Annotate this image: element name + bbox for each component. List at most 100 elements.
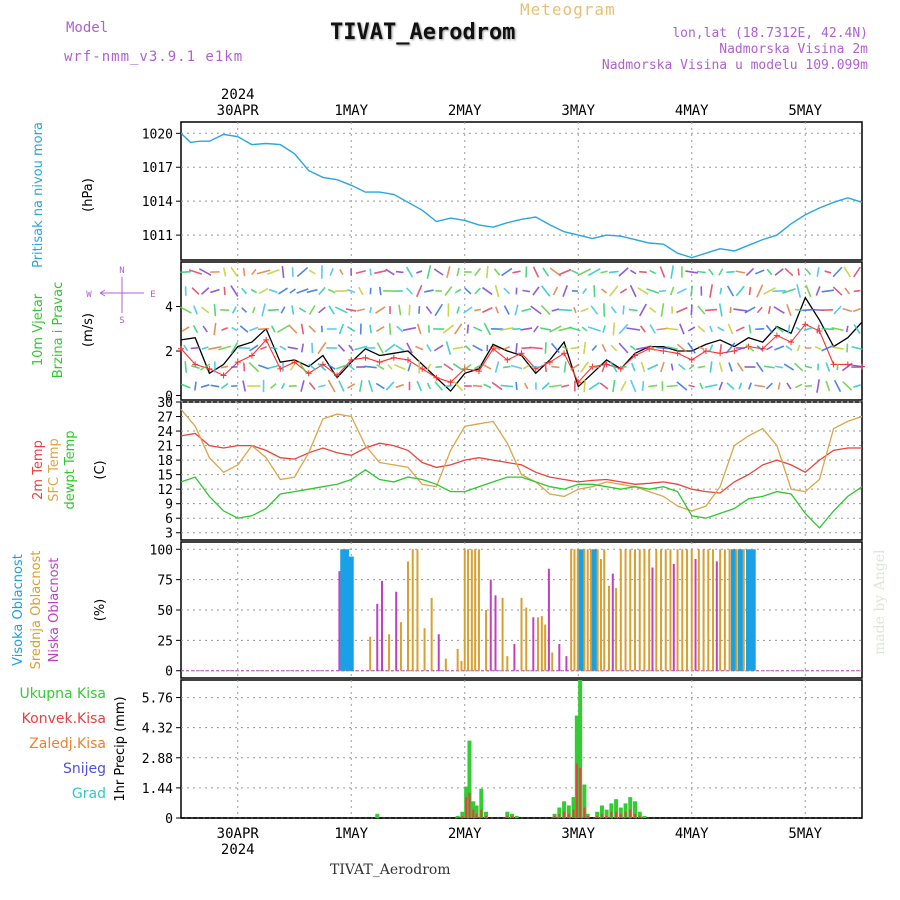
wind-direction-arrow	[199, 363, 211, 371]
wind-direction-arrow	[853, 324, 861, 334]
precip-bar-convective	[468, 792, 471, 818]
y-tick-label: 0	[165, 812, 173, 827]
wind-direction-arrow	[220, 382, 229, 390]
y-tick-label: 1020	[142, 127, 173, 142]
cloud-bar-high	[737, 549, 743, 671]
wind-direction-arrow	[639, 270, 647, 274]
wind-direction-arrow	[649, 269, 657, 275]
wind-direction-arrow	[494, 284, 500, 298]
wind-direction-arrow	[369, 306, 372, 314]
precip-bar-convective	[596, 815, 599, 818]
wind-direction-arrow	[843, 266, 852, 278]
wind-direction-arrow	[690, 285, 693, 297]
precip-bar-total	[609, 803, 614, 818]
wind-direction-arrow	[591, 344, 598, 352]
wind-direction-arrow	[649, 306, 657, 314]
wind-direction-arrow	[756, 284, 764, 298]
wind-direction-arrow	[842, 381, 853, 391]
wind-direction-arrow	[512, 327, 521, 331]
wind-direction-arrow	[551, 365, 560, 369]
wind-direction-arrow	[754, 384, 766, 388]
wind-direction-arrow	[327, 288, 336, 294]
precip-bar-total	[514, 815, 519, 818]
wind-direction-arrow	[649, 344, 656, 352]
wind-direction-arrow	[308, 363, 317, 371]
wind-direction-arrow	[347, 363, 355, 371]
wind-gust-marker	[405, 356, 411, 363]
top-axis-label: 5MAY	[788, 103, 822, 119]
precip-bar-convective	[583, 807, 586, 818]
wind-direction-arrow	[529, 346, 543, 350]
wind-direction-arrow	[317, 341, 327, 355]
wind-direction-arrow	[180, 270, 192, 274]
precip-bar-total	[582, 784, 587, 818]
temp-ylabel-1: SFC Temp	[47, 438, 62, 502]
wind-direction-arrow	[374, 269, 387, 275]
wind-direction-arrow	[697, 325, 706, 333]
wind-direction-arrow	[533, 325, 539, 333]
wind-gust-marker	[447, 379, 454, 386]
wind-gust-marker	[178, 345, 184, 352]
wind-direction-arrow	[384, 343, 396, 353]
wind-direction-arrow	[601, 288, 608, 294]
y-tick-label: 15	[157, 469, 173, 484]
wind-direction-arrow	[697, 365, 706, 369]
wind-direction-arrow	[464, 287, 472, 295]
wind-direction-arrow	[748, 324, 752, 334]
wind-gust-marker	[561, 350, 568, 357]
wind-direction-arrow	[473, 326, 483, 332]
wind-direction-arrow	[593, 284, 596, 298]
wind-gust-marker	[390, 354, 397, 361]
precip-bar-total	[562, 801, 567, 818]
wind-direction-arrow	[573, 306, 577, 314]
bottom-axis-label: 5MAY	[788, 826, 822, 842]
wind-direction-arrow	[280, 306, 286, 314]
precip-bar-total	[484, 811, 489, 818]
wind-direction-arrow	[646, 288, 660, 294]
wind-direction-arrow	[745, 344, 755, 352]
wind-direction-arrow	[590, 305, 599, 315]
location-coords: lon,lat (18.7312E, 42.4N)	[672, 26, 868, 41]
wind-gust-marker	[674, 350, 681, 357]
wind-direction-arrow	[787, 324, 791, 334]
wind-direction-arrow	[474, 287, 481, 295]
wind-direction-arrow	[570, 346, 580, 350]
wind-direction-arrow	[472, 344, 483, 352]
precip-bar-total	[557, 807, 562, 818]
wind-direction-arrow	[542, 267, 550, 277]
precip-bar-total	[566, 805, 571, 818]
precip-legend-3: Snijeg	[63, 761, 106, 777]
y-tick-label: 1014	[142, 195, 173, 210]
wind-direction-arrow	[756, 306, 763, 314]
precip-legend-4: Grad	[72, 786, 106, 802]
precip-bar-total	[375, 813, 380, 818]
wind-direction-arrow	[248, 361, 260, 373]
wind-direction-arrow	[406, 342, 413, 354]
y-tick-label: 25	[157, 634, 173, 649]
bottom-axis-label: 2MAY	[448, 826, 482, 842]
wind-direction-arrow	[415, 345, 424, 351]
wind-direction-arrow	[636, 345, 650, 351]
wind-direction-arrow	[184, 361, 188, 373]
wind-direction-arrow	[544, 361, 547, 373]
wind-direction-arrow	[452, 362, 464, 372]
bottom-axis-label: 30APR	[217, 826, 260, 842]
panel-frame-pressure	[180, 121, 863, 261]
precip-bar-total	[628, 797, 633, 818]
wind-gust-marker	[433, 374, 440, 381]
compass-rose-icon	[99, 277, 144, 313]
precip-legend-1: Konvek.Kisa	[22, 711, 106, 727]
wind-direction-arrow	[300, 323, 305, 335]
y-tick-label: 0	[165, 665, 173, 680]
y-tick-label: 50	[157, 604, 173, 619]
wind-direction-arrow	[676, 343, 687, 353]
precip-bar-convective	[638, 815, 641, 818]
precip-bar-convective	[558, 813, 561, 818]
precip-bar-total	[552, 813, 557, 818]
wind-direction-arrow	[688, 384, 695, 388]
cloud-bar-high	[730, 549, 736, 671]
precip-bar-convective	[485, 815, 488, 818]
wind-gust-marker	[632, 352, 638, 359]
wind-direction-arrow	[242, 362, 246, 372]
wind-direction-arrow	[738, 382, 743, 390]
